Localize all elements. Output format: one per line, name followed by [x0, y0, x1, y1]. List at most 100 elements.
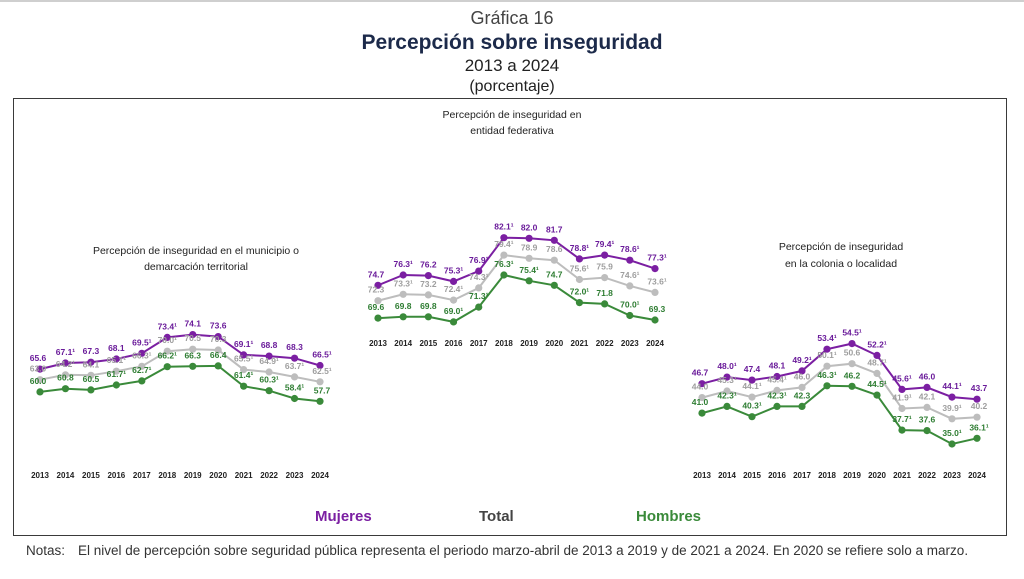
chart-3-total-data-label: 50.1¹	[817, 350, 837, 360]
chart-1-x-tick-label: 2014	[57, 471, 75, 480]
chart-3-mujeres-data-label: 44.1¹	[942, 381, 962, 391]
chart-1-total-data-label: 66.3¹	[132, 350, 152, 360]
chart-2-hombres-data-label: 69.8	[395, 301, 412, 311]
chart-1-x-tick-label: 2023	[286, 471, 304, 480]
chart-2-mujeres-data-label: 76.9¹	[469, 255, 489, 265]
chart-2-hombres-data-label: 70.0¹	[620, 300, 640, 310]
chart-1-hombres-data-label: 60.5	[83, 374, 100, 384]
chart-1-hombres-point	[87, 386, 95, 394]
chart-1-mujeres-point	[214, 333, 222, 341]
chart-1-mujeres-data-label: 69.1¹	[234, 339, 254, 349]
chart-2-mujeres-data-label: 76.2	[420, 260, 437, 270]
chart-3-mujeres-data-label: 48.1	[769, 361, 786, 371]
chart-1-hombres-data-label: 58.4¹	[285, 383, 305, 393]
chart-1-total-data-label: 63.7¹	[285, 361, 305, 371]
chart-2-hombres-point	[374, 314, 382, 322]
chart-2-hombres-data-label: 76.3¹	[494, 259, 514, 269]
chart-1-total-point	[61, 371, 70, 379]
chart-3-series-hombres-line	[701, 384, 978, 446]
chart-3-x-tick-label: 2019	[843, 471, 861, 480]
chart-1-hombres-point	[265, 387, 273, 395]
chart-3-mujeres-point	[973, 395, 981, 403]
figure-period: 2013 a 2024	[464, 56, 560, 75]
figure-title: Percepción sobre inseguridad	[361, 31, 663, 54]
chart-1-mujeres-data-label: 68.3	[286, 342, 303, 352]
chart-1-mujeres-point	[61, 359, 70, 367]
chart-1-total-data-label: 70.0¹	[158, 335, 178, 345]
chart-3-mujeres-point	[923, 383, 931, 391]
chart-2-hombres-data-label: 69.0¹	[444, 306, 464, 316]
chart-3-mujeres-point	[948, 393, 956, 401]
chart-3-hombres-point	[948, 440, 956, 448]
chart-1-total-point	[138, 362, 146, 370]
chart-frame	[13, 98, 1007, 536]
chart-2-mujeres-point	[601, 251, 609, 259]
chart-2-total-data-label: 78.6	[546, 244, 563, 254]
chart-1-total-point	[36, 376, 44, 384]
chart-2-total-data-label: 73.3¹	[393, 278, 413, 288]
chart-1-hombres-point	[189, 362, 197, 370]
chart-2-hombres-point	[626, 311, 634, 320]
figure-unit: (porcentaje)	[469, 78, 555, 95]
chart-3-hombres-data-label: 42.3¹	[767, 390, 787, 400]
chart-1-total-point	[240, 366, 248, 374]
chart-3-mujeres-point	[723, 373, 731, 381]
chart-2-total-data-label: 73.2	[420, 279, 437, 289]
chart-1-mujeres-point	[87, 358, 95, 366]
chart-1-hombres-data-label: 61.7¹	[107, 369, 127, 379]
chart-1-mujeres-point	[265, 352, 273, 360]
chart-3-x-tick-label: 2017	[793, 471, 811, 480]
chart-3-title-line: en la colonia o localidad	[785, 258, 897, 270]
chart-2-hombres-data-label: 72.0¹	[570, 287, 590, 297]
chart-2-total-data-label: 72.4¹	[444, 284, 464, 294]
chart-1-total-data-label: 63.0	[30, 364, 47, 374]
chart-2-mujeres-data-label: 76.3¹	[393, 259, 413, 269]
chart-3-hombres-point	[848, 382, 856, 390]
chart-3-title-line: Percepción de inseguridad	[779, 241, 903, 253]
chart-2-mujeres-point	[500, 234, 508, 242]
chart-3-total-point	[948, 415, 956, 423]
chart-1-hombres-point	[36, 388, 44, 396]
chart-2-total-data-label: 79.4¹	[494, 239, 514, 249]
chart-2-mujeres-data-label: 79.4¹	[595, 239, 615, 249]
chart-3-total-data-label: 45.3¹	[717, 375, 737, 385]
chart-3-hombres-data-label: 37.6	[919, 415, 936, 425]
chart-2-mujeres-data-label: 81.7	[546, 224, 563, 234]
chart-3-hombres-point	[923, 427, 931, 435]
chart-1-hombres-data-label: 60.3¹	[259, 375, 279, 385]
legend-mujeres: Mujeres	[315, 508, 372, 525]
chart-3-mujeres-point	[898, 385, 906, 393]
chart-3-hombres-data-label: 41.0	[692, 397, 709, 407]
chart-3-x-tick-label: 2023	[943, 471, 961, 480]
chart-3-mujeres-data-label: 52.2¹	[867, 339, 887, 349]
chart-3-x-tick-label: 2013	[693, 471, 711, 480]
chart-2-series-hombres-line	[377, 273, 656, 323]
chart-2-total-data-label: 78.9	[521, 242, 538, 252]
chart-1-hombres-data-label: 62.7¹	[132, 365, 152, 375]
chart-2-mujeres-point	[626, 256, 634, 264]
chart-2-mujeres-data-label: 74.7	[368, 269, 385, 279]
chart-2-total-point	[550, 256, 558, 264]
chart-3-mujeres-data-label: 46.0	[919, 371, 936, 381]
chart-1-series-hombres-line	[39, 364, 321, 403]
chart-2-mujeres-point	[525, 234, 533, 242]
chart-3-total-point	[973, 413, 981, 421]
chart-2-hombres-data-label: 71.8	[596, 288, 613, 298]
chart-3-hombres-point	[898, 426, 906, 434]
chart-3-x-tick-label: 2021	[893, 471, 911, 480]
chart-3-x-tick-label: 2014	[718, 471, 736, 480]
chart-1-mujeres-point	[36, 365, 44, 373]
chart-2-total-point	[424, 291, 432, 299]
chart-2-hombres-data-label: 71.3¹	[469, 291, 489, 301]
chart-2-hombres-point	[575, 299, 584, 307]
chart-1-hombres-data-label: 66.3	[184, 350, 201, 360]
chart-3-hombres-point	[798, 402, 806, 410]
chart-1-mujeres-data-label: 68.1	[108, 343, 125, 353]
chart-2-hombres-data-label: 69.3	[649, 304, 666, 314]
chart-2-total-point	[626, 282, 634, 290]
chart-2-x-tick-label: 2017	[470, 339, 488, 348]
chart-2-mujeres-point	[550, 236, 558, 244]
chart-2-total-data-label: 75.6¹	[570, 264, 590, 274]
chart-2-hombres-data-label: 75.4¹	[519, 265, 539, 275]
